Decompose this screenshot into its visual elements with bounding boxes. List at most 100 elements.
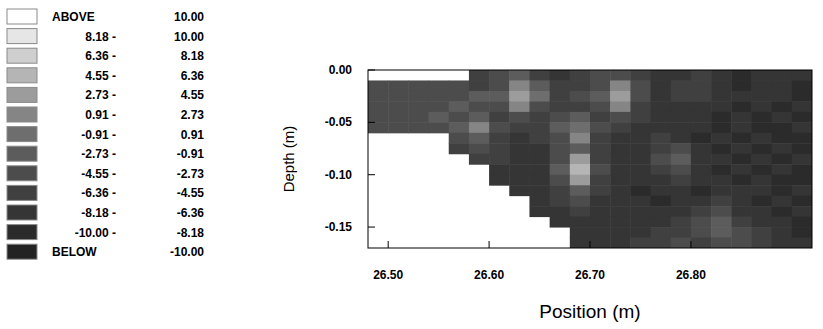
heat-cell [368,91,389,102]
heat-cell [570,238,591,248]
heat-cell [691,217,712,228]
heat-cell [651,227,672,238]
heat-cell [529,164,550,175]
heat-cell [671,175,692,186]
legend-swatch [7,9,37,24]
heat-cell [711,164,732,175]
heat-cell [570,133,591,144]
heat-cell [792,101,812,112]
heat-cell [792,217,812,228]
heat-cell [489,122,510,133]
heat-cell [590,164,611,175]
y-tick [368,70,375,71]
heat-cell [731,91,752,102]
heat-cell [731,112,752,123]
legend-label: 6.36 - [85,49,116,63]
heat-cell [610,122,631,133]
legend-label: -6.36 - [81,186,116,200]
heat-cell [489,164,510,175]
heat-cell [751,175,772,186]
heat-cell [691,154,712,165]
x-tick [489,241,490,248]
heat-cell [550,80,571,91]
heat-cell [671,238,692,248]
heat-cell [550,175,571,186]
heat-cell [590,143,611,154]
legend-label: 2.73 - [85,88,116,102]
heat-cell [368,80,389,91]
heat-cell [731,143,752,154]
heat-cell [610,143,631,154]
heat-cell [731,206,752,217]
heat-cell [469,133,490,144]
heat-cell [772,112,793,123]
heat-cell [489,101,510,112]
legend-label: -4.55 - [81,167,116,181]
heat-cell [772,101,793,112]
heat-cell [630,133,651,144]
heat-cell [711,227,732,238]
heat-cell [529,112,550,123]
heat-cell [671,154,692,165]
heat-cell [691,206,712,217]
heat-cell [731,185,752,196]
heat-cell [630,101,651,112]
heat-cell [388,91,409,102]
heat-cell [751,122,772,133]
heat-cell [529,91,550,102]
heat-cell [671,112,692,123]
heat-cell [590,101,611,112]
heat-cell [792,227,812,238]
heat-cell [731,101,752,112]
heat-cell [489,91,510,102]
heat-cell [792,164,812,175]
heat-cell [469,122,490,133]
heat-cell [792,80,812,91]
heat-cell [469,112,490,123]
heat-cell [671,80,692,91]
heat-cell [388,101,409,112]
heat-cell [731,70,752,81]
heat-cell [590,133,611,144]
heat-cell [570,227,591,238]
heat-cell [651,164,672,175]
heat-cell [792,206,812,217]
heat-cell [469,91,490,102]
legend-label: -6.36 [177,206,205,220]
heat-cell [529,70,550,81]
heat-cell [671,196,692,207]
heat-cell [751,91,772,102]
heat-cell [731,154,752,165]
heat-cell [529,154,550,165]
heat-cell [691,91,712,102]
heat-cell [509,112,530,123]
heat-cell [529,143,550,154]
heat-cell [509,185,530,196]
heat-cell [630,112,651,123]
heat-cell [550,185,571,196]
heat-cell [711,80,732,91]
x-tick [590,241,591,248]
heat-cell [772,164,793,175]
heat-cell [630,175,651,186]
heat-cell [630,217,651,228]
heat-cell [792,238,812,248]
x-tick-label: 26.50 [373,268,403,282]
heat-cell [772,217,793,228]
heat-cell [751,143,772,154]
legend-label: 10.00 [174,30,204,44]
heat-cell [570,217,591,228]
legend-label: -2.73 - [81,147,116,161]
heat-cell [671,133,692,144]
heat-cell [550,133,571,144]
heat-cell [731,238,752,248]
heat-cell [691,101,712,112]
heat-cell [751,101,772,112]
legend-label: 4.55 [181,88,205,102]
legend-label: -8.18 - [81,206,116,220]
heat-cell [731,133,752,144]
heat-cell [550,164,571,175]
heat-cell [711,206,732,217]
heat-cell [691,70,712,81]
legend-swatch [7,225,37,240]
